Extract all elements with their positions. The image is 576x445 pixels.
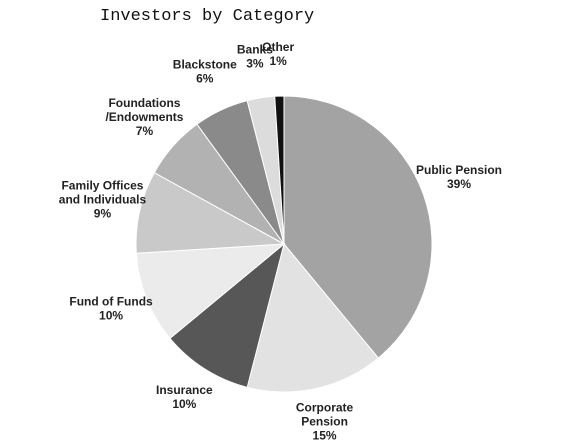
slice-label: Other [262, 40, 294, 54]
value-label: 10% [99, 308, 123, 322]
value-label: 6% [196, 72, 214, 86]
slice-label: Blackstone [173, 58, 237, 72]
pie-slice [135, 243, 286, 340]
slice-label: Public Pension [416, 163, 502, 177]
pie-slice [283, 95, 433, 359]
value-label: 3% [246, 56, 264, 70]
slice-label: Insurance [156, 383, 213, 397]
slice-label: Banks [237, 42, 273, 56]
slice-label: Family Offices and Individuals [59, 178, 147, 206]
pie-slice [246, 242, 380, 393]
chart-title: Investors by Category [100, 7, 314, 26]
value-label: 10% [172, 397, 196, 411]
value-label: 7% [136, 124, 154, 138]
value-label: 1% [269, 54, 287, 68]
slice-label: Corporate Pension [296, 401, 354, 429]
pie-slice [135, 172, 286, 254]
slice-label: Fund of Funds [69, 294, 153, 308]
slice-label: Foundations/Endowments [105, 96, 183, 124]
value-label: 9% [94, 206, 112, 220]
value-label: 15% [313, 429, 337, 443]
pie-slice [274, 95, 285, 245]
pie-slice [169, 242, 285, 388]
value-label: 39% [447, 177, 471, 191]
